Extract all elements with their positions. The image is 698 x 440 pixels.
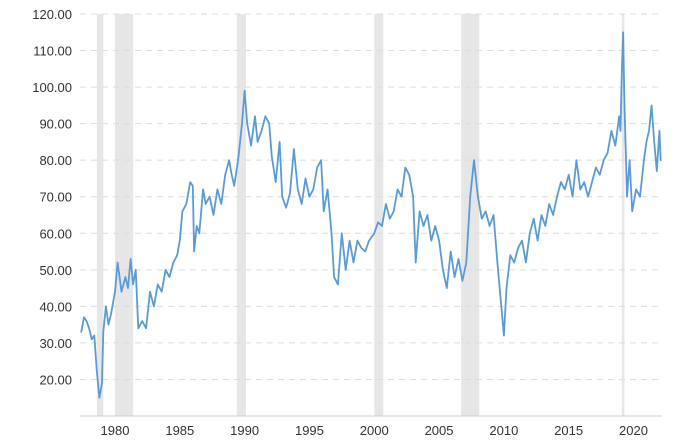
y-tick-label: 60.00	[39, 226, 72, 241]
gridlines	[80, 13, 662, 380]
y-tick-label: 110.00	[33, 44, 72, 59]
series	[80, 31, 662, 399]
recession-band	[461, 14, 480, 416]
y-tick-label: 50.00	[39, 263, 72, 278]
recession-band	[374, 14, 384, 416]
y-tick-label: 120.00	[32, 7, 72, 22]
recession-band	[621, 14, 625, 416]
x-axis: 1980 1985 1990 1995 2000 2005 2010 2015 2020	[80, 415, 662, 438]
recession-band	[96, 14, 104, 416]
recession-bands	[96, 14, 625, 416]
y-tick-label: 90.00	[39, 117, 72, 132]
y-tick-label: 70.00	[39, 190, 72, 205]
x-tick-label: 2005	[425, 423, 454, 438]
series-line	[80, 31, 662, 399]
y-tick-label: 40.00	[39, 299, 72, 314]
recession-band	[236, 14, 246, 416]
y-axis: 20.00 30.00 40.00 50.00 60.00 70.00 80.00 90.00…	[32, 7, 72, 387]
y-tick-label: 80.00	[39, 153, 72, 168]
recession-band	[114, 14, 134, 416]
x-tick-label: 1990	[230, 423, 259, 438]
x-tick-label: 2015	[554, 423, 583, 438]
y-tick-label: 20.00	[39, 372, 72, 387]
x-tick-label: 1995	[295, 423, 324, 438]
x-tick-label: 2000	[360, 423, 389, 438]
x-tick-label: 2010	[489, 423, 518, 438]
y-tick-label: 100.00	[32, 80, 72, 95]
y-tick-label: 30.00	[39, 336, 72, 351]
x-tick-label: 1985	[165, 423, 194, 438]
x-tick-label: 2020	[619, 423, 648, 438]
x-tick-label: 1980	[101, 423, 130, 438]
